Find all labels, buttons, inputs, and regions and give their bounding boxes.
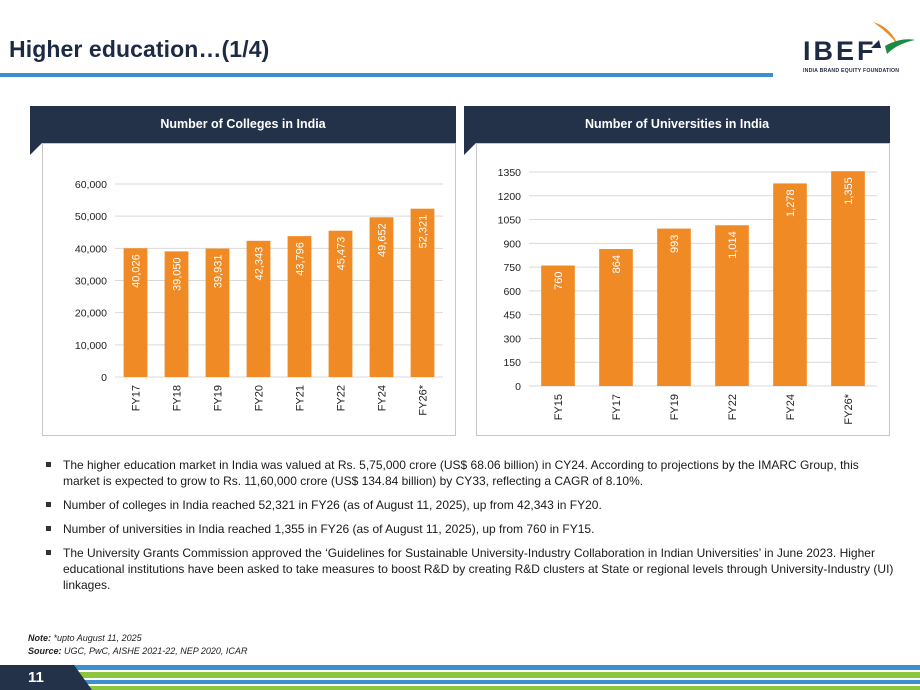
page-title: Higher education…(1/4) (9, 36, 270, 62)
universities-chart-panel: 0 150 300 450 600 750 900 1050 1200 1350 760 FY15 86… (476, 143, 890, 436)
bar (246, 240, 271, 377)
bullet-square-icon (46, 550, 51, 555)
bar-value-label: 1,278 (785, 189, 797, 217)
x-tick-label: FY19 (669, 394, 681, 420)
bullet-square-icon (46, 526, 51, 531)
y-tick-label: 600 (503, 286, 521, 298)
y-tick-label: 50,000 (75, 211, 107, 223)
logo-swoosh-icon (871, 22, 915, 54)
colleges-panel-header: Number of Colleges in India (30, 106, 456, 143)
y-tick-label: 0 (101, 372, 107, 384)
bullet-text: The University Grants Commission approve… (63, 546, 894, 592)
x-tick-label: FY15 (553, 394, 565, 420)
note-text: *upto August 11, 2025 (53, 633, 142, 643)
bar-value-label: 993 (669, 235, 681, 253)
bar-value-label: 864 (611, 255, 623, 273)
x-tick-label: FY19 (213, 385, 225, 411)
y-tick-label: 60,000 (75, 179, 107, 191)
y-tick-label: 900 (503, 238, 521, 250)
y-tick-label: 1200 (498, 191, 522, 203)
footnote-note: Note: *upto August 11, 2025 (28, 633, 142, 643)
bar-value-label: 49,652 (377, 223, 389, 257)
bar (410, 208, 435, 377)
page-number: 11 (28, 669, 44, 686)
y-tick-label: 300 (503, 333, 521, 345)
ibef-logo: IBEF INDIA BRAND EQUITY FOUNDATION (803, 18, 915, 78)
y-tick-label: 450 (503, 310, 521, 322)
y-tick-label: 1050 (498, 215, 522, 227)
y-tick-label: 750 (503, 262, 521, 274)
y-tick-label: 0 (515, 381, 521, 393)
logo-wordmark: IBEF (803, 36, 877, 66)
bar (831, 171, 865, 386)
bar (369, 217, 394, 377)
logo-tagline: INDIA BRAND EQUITY FOUNDATION (803, 68, 900, 74)
bar (599, 249, 633, 386)
list-item: The higher education market in India was… (46, 457, 896, 489)
x-tick-label: FY17 (131, 385, 143, 411)
x-tick-label: FY20 (254, 385, 266, 411)
universities-panel-notch (464, 143, 476, 155)
bar (657, 228, 691, 386)
bar (541, 265, 575, 386)
x-tick-label: FY24 (377, 385, 389, 411)
bullet-square-icon (46, 462, 51, 467)
bar-value-label: 42,343 (254, 247, 266, 281)
bullet-list: The higher education market in India was… (46, 457, 896, 601)
bar (164, 251, 189, 377)
bullet-text: The higher education market in India was… (63, 458, 859, 488)
y-tick-label: 30,000 (75, 276, 107, 288)
source-text: UGC, PwC, AISHE 2021-22, NEP 2020, ICAR (64, 646, 248, 656)
colleges-bar-chart: 0 10,000 20,000 30,000 40,000 50,000 60,000 40,… (75, 179, 443, 416)
colleges-chart-panel: 0 10,000 20,000 30,000 40,000 50,000 60,000 40,… (42, 143, 456, 436)
bar-value-label: 760 (553, 272, 565, 290)
y-tick-label: 10,000 (75, 340, 107, 352)
bar-value-label: 52,321 (418, 215, 430, 249)
bar-value-label: 1,014 (727, 231, 739, 259)
universities-panel-header: Number of Universities in India (464, 106, 890, 143)
bar (287, 236, 312, 377)
bar-value-label: 40,026 (131, 254, 143, 288)
x-tick-label: FY26* (418, 384, 430, 415)
y-tick-label: 20,000 (75, 308, 107, 320)
note-label: Note: (28, 633, 51, 643)
bar (328, 230, 353, 377)
y-tick-label: 150 (503, 357, 521, 369)
bullet-text: Number of colleges in India reached 52,3… (63, 498, 602, 512)
list-item: Number of universities in India reached … (46, 521, 896, 537)
bar-value-label: 43,796 (295, 242, 307, 276)
bar-value-label: 39,050 (172, 257, 184, 291)
colleges-panel-notch (30, 143, 42, 155)
bullet-square-icon (46, 502, 51, 507)
y-tick-label: 40,000 (75, 243, 107, 255)
bar-value-label: 1,355 (843, 177, 855, 205)
footnote-source: Source: UGC, PwC, AISHE 2021-22, NEP 202… (28, 646, 247, 656)
bar-value-label: 45,473 (336, 237, 348, 271)
x-tick-label: FY24 (785, 394, 797, 420)
universities-bar-chart: 0 150 300 450 600 750 900 1050 1200 1350 760 FY15 86… (498, 167, 877, 425)
bar (123, 248, 148, 377)
x-tick-label: FY17 (611, 394, 623, 420)
x-tick-label: FY21 (295, 385, 307, 411)
source-label: Source: (28, 646, 62, 656)
bar-value-label: 39,931 (213, 255, 225, 289)
y-tick-label: 1350 (498, 167, 522, 179)
footer-stripes (0, 665, 920, 690)
title-underline (0, 73, 773, 77)
x-tick-label: FY26* (843, 393, 855, 424)
x-tick-label: FY22 (727, 394, 739, 420)
bar (205, 248, 230, 377)
bar (773, 183, 807, 386)
list-item: The University Grants Commission approve… (46, 545, 896, 593)
x-tick-label: FY18 (172, 385, 184, 411)
bullet-text: Number of universities in India reached … (63, 522, 595, 536)
x-tick-label: FY22 (336, 385, 348, 411)
list-item: Number of colleges in India reached 52,3… (46, 497, 896, 513)
bar (715, 225, 749, 386)
